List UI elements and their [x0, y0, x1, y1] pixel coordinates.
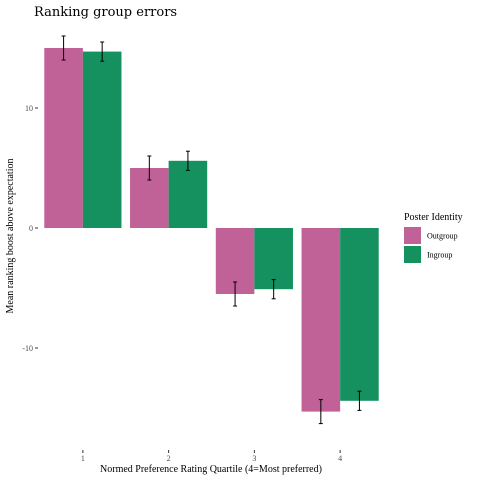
y-axis-title: Mean ranking boost above expectation [5, 159, 16, 314]
x-axis-title: Normed Preference Rating Quartile (4=Mos… [100, 464, 322, 475]
error-bar-ingroup-1 [100, 41, 105, 62]
error-bar-outgroup-3 [233, 281, 238, 307]
error-bar-ingroup-2 [185, 150, 190, 171]
x-tick-label: 2 [167, 454, 171, 463]
bar-ingroup-3 [254, 228, 293, 290]
error-bar-outgroup-1 [61, 35, 66, 61]
x-tick-label: 1 [81, 454, 85, 463]
y-tick-label: -10 [22, 344, 33, 353]
y-tick-label: 0 [29, 224, 33, 233]
x-tick-label: 3 [252, 454, 256, 463]
x-tick-label: 4 [338, 454, 342, 463]
plot-area: -10 0 10 1 2 3 4 [22, 35, 379, 463]
bar-ingroup-4 [340, 228, 379, 401]
y-tick-label: 10 [25, 104, 33, 113]
legend-title: Poster Identity [404, 212, 463, 223]
bar-outgroup-4 [301, 228, 341, 412]
error-bar-outgroup-4 [318, 399, 323, 425]
chart-title: Ranking group errors [34, 5, 177, 20]
error-bar-ingroup-4 [357, 390, 362, 411]
bar-ingroup-1 [82, 51, 122, 228]
legend-swatch-outgroup [404, 227, 421, 244]
legend-label-outgroup: Outgroup [427, 232, 458, 241]
legend-label-ingroup: Ingroup [427, 251, 452, 260]
error-bar-outgroup-2 [147, 155, 152, 181]
error-bar-ingroup-3 [271, 279, 276, 300]
legend: Poster Identity Outgroup Ingroup [404, 212, 463, 263]
legend-swatch-ingroup [404, 246, 421, 263]
bar-ingroup-2 [168, 160, 208, 228]
bar-outgroup-1 [44, 48, 83, 228]
